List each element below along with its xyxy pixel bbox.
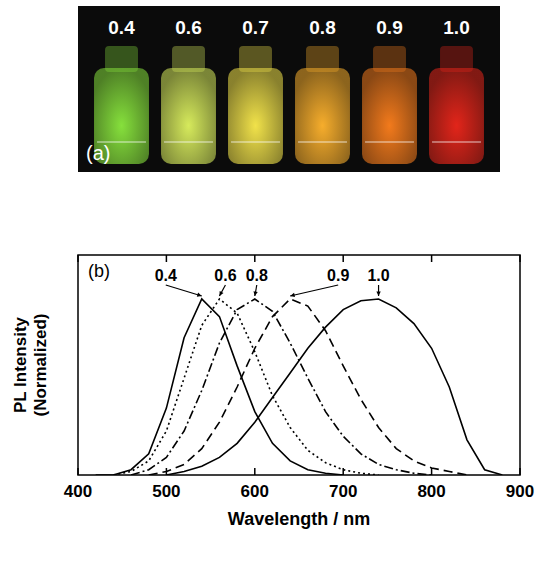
vial-neck <box>440 46 473 72</box>
x-tick-label: 800 <box>417 482 445 501</box>
label-arrowhead <box>197 293 202 297</box>
label-arrowhead <box>219 291 223 296</box>
y-axis-title-line: PL Intensity <box>11 316 30 413</box>
spectrum-line <box>149 299 467 475</box>
y-axis-title: PL Intensity(Normalized) <box>11 314 50 417</box>
label-arrowhead <box>290 293 295 297</box>
vial-label: 0.7 <box>242 17 268 38</box>
label-arrowhead <box>376 291 380 296</box>
plot-panel: 400 500 600 700 800 900 Wavelength / nm PL Inte… <box>11 255 534 529</box>
series-label: 0.9 <box>327 267 349 284</box>
panel-letter: (b) <box>88 261 110 281</box>
lines <box>96 299 503 475</box>
label-arrow <box>166 285 202 296</box>
x-tick-label: 600 <box>241 482 269 501</box>
x-axis-title: Wavelength / nm <box>228 509 370 529</box>
x-tick <box>254 468 256 475</box>
panel-letter: (a) <box>86 142 110 164</box>
vial-line <box>164 141 213 143</box>
figure: 0.4 0.6 0.7 0.8 0.9 1.0 (a) 400 500 600 700 800 900 W… <box>0 0 548 565</box>
x-tick-label: 400 <box>64 482 92 501</box>
x-tick <box>519 468 521 475</box>
vial-label: 1.0 <box>443 17 469 38</box>
vial-neck <box>306 46 339 72</box>
vial-label: 0.8 <box>309 17 335 38</box>
series-label: 1.0 <box>367 267 389 284</box>
x-tick-top <box>519 255 521 262</box>
x-tick-top <box>342 255 344 262</box>
vial-label: 0.6 <box>175 17 201 38</box>
x-tick-top <box>166 255 168 262</box>
vial-line <box>432 141 481 143</box>
label-arrow <box>290 285 338 296</box>
vial-neck <box>373 46 406 72</box>
x-tick-top <box>254 255 256 262</box>
series-label: 0.8 <box>246 267 268 284</box>
spectrum-line <box>131 299 432 475</box>
spectrum-line <box>113 299 378 475</box>
vial <box>228 68 283 164</box>
vial-label: 0.4 <box>108 17 135 38</box>
y-axis-title-line: (Normalized) <box>31 314 50 417</box>
vial <box>429 68 484 164</box>
x-tick <box>431 468 433 475</box>
vial-line <box>298 141 347 143</box>
vial-line <box>231 141 280 143</box>
spectrum-line <box>166 299 502 475</box>
vial-neck <box>172 46 205 72</box>
label-arrow <box>219 285 225 296</box>
label-arrowhead <box>253 291 257 296</box>
vial-label: 0.9 <box>376 17 402 38</box>
x-tick-label: 700 <box>329 482 357 501</box>
x-tick-top <box>431 255 433 262</box>
x-tick-label: 900 <box>506 482 534 501</box>
vial <box>362 68 417 164</box>
plot-frame <box>78 255 520 475</box>
x-tick-top <box>77 255 79 262</box>
vial <box>161 68 216 164</box>
series-label: 0.6 <box>214 267 236 284</box>
photo-panel: 0.4 0.6 0.7 0.8 0.9 1.0 (a) <box>78 6 500 172</box>
vial <box>295 68 350 164</box>
vial-line <box>365 141 414 143</box>
x-tick <box>77 468 79 475</box>
series-label: 0.4 <box>155 267 177 284</box>
vial-neck <box>105 46 138 72</box>
x-tick-label: 500 <box>152 482 180 501</box>
vial-neck <box>239 46 272 72</box>
photo-background <box>78 6 500 172</box>
